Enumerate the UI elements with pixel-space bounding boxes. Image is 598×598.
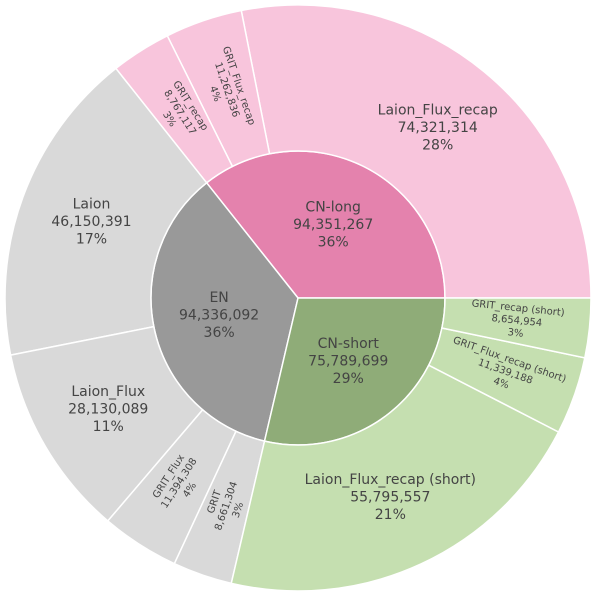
- segment-name: Laion_Flux_recap: [378, 103, 498, 119]
- segment-name: Laion_Flux_recap (short): [305, 472, 476, 488]
- segment-value: 8,654,954: [491, 313, 543, 329]
- segment-percent: 28%: [422, 138, 453, 154]
- segment-value: 94,336,092: [179, 308, 259, 324]
- segment-name: CN-long: [305, 200, 361, 216]
- outer-segment: [240, 4, 592, 299]
- segment-value: 55,795,557: [350, 490, 430, 506]
- segment-percent: 3%: [231, 501, 247, 520]
- segment-percent: 21%: [375, 507, 406, 523]
- segment-value: 74,321,314: [398, 120, 478, 136]
- segment-value: 94,351,267: [293, 217, 373, 233]
- segment-percent: 17%: [76, 232, 107, 248]
- segment-name: CN-short: [318, 336, 380, 352]
- segment-value: 46,150,391: [51, 214, 131, 230]
- segment-percent: 4%: [207, 85, 223, 104]
- segment-value: 75,789,699: [308, 353, 388, 369]
- segment-percent: 29%: [333, 371, 364, 387]
- outer-segment: [230, 364, 560, 592]
- segment-percent: 4%: [492, 376, 511, 392]
- segment-percent: 36%: [318, 235, 349, 251]
- segment-percent: 3%: [507, 327, 524, 340]
- segment-name: EN: [209, 290, 228, 306]
- segment-name: Laion_Flux: [71, 384, 145, 400]
- segment-percent: 11%: [93, 419, 124, 435]
- segment-value: 28,130,089: [68, 401, 148, 417]
- outer-segment: [441, 297, 592, 359]
- outer-segment: [4, 67, 208, 357]
- segment-percent: 36%: [204, 325, 235, 341]
- segment-name: Laion: [73, 197, 111, 213]
